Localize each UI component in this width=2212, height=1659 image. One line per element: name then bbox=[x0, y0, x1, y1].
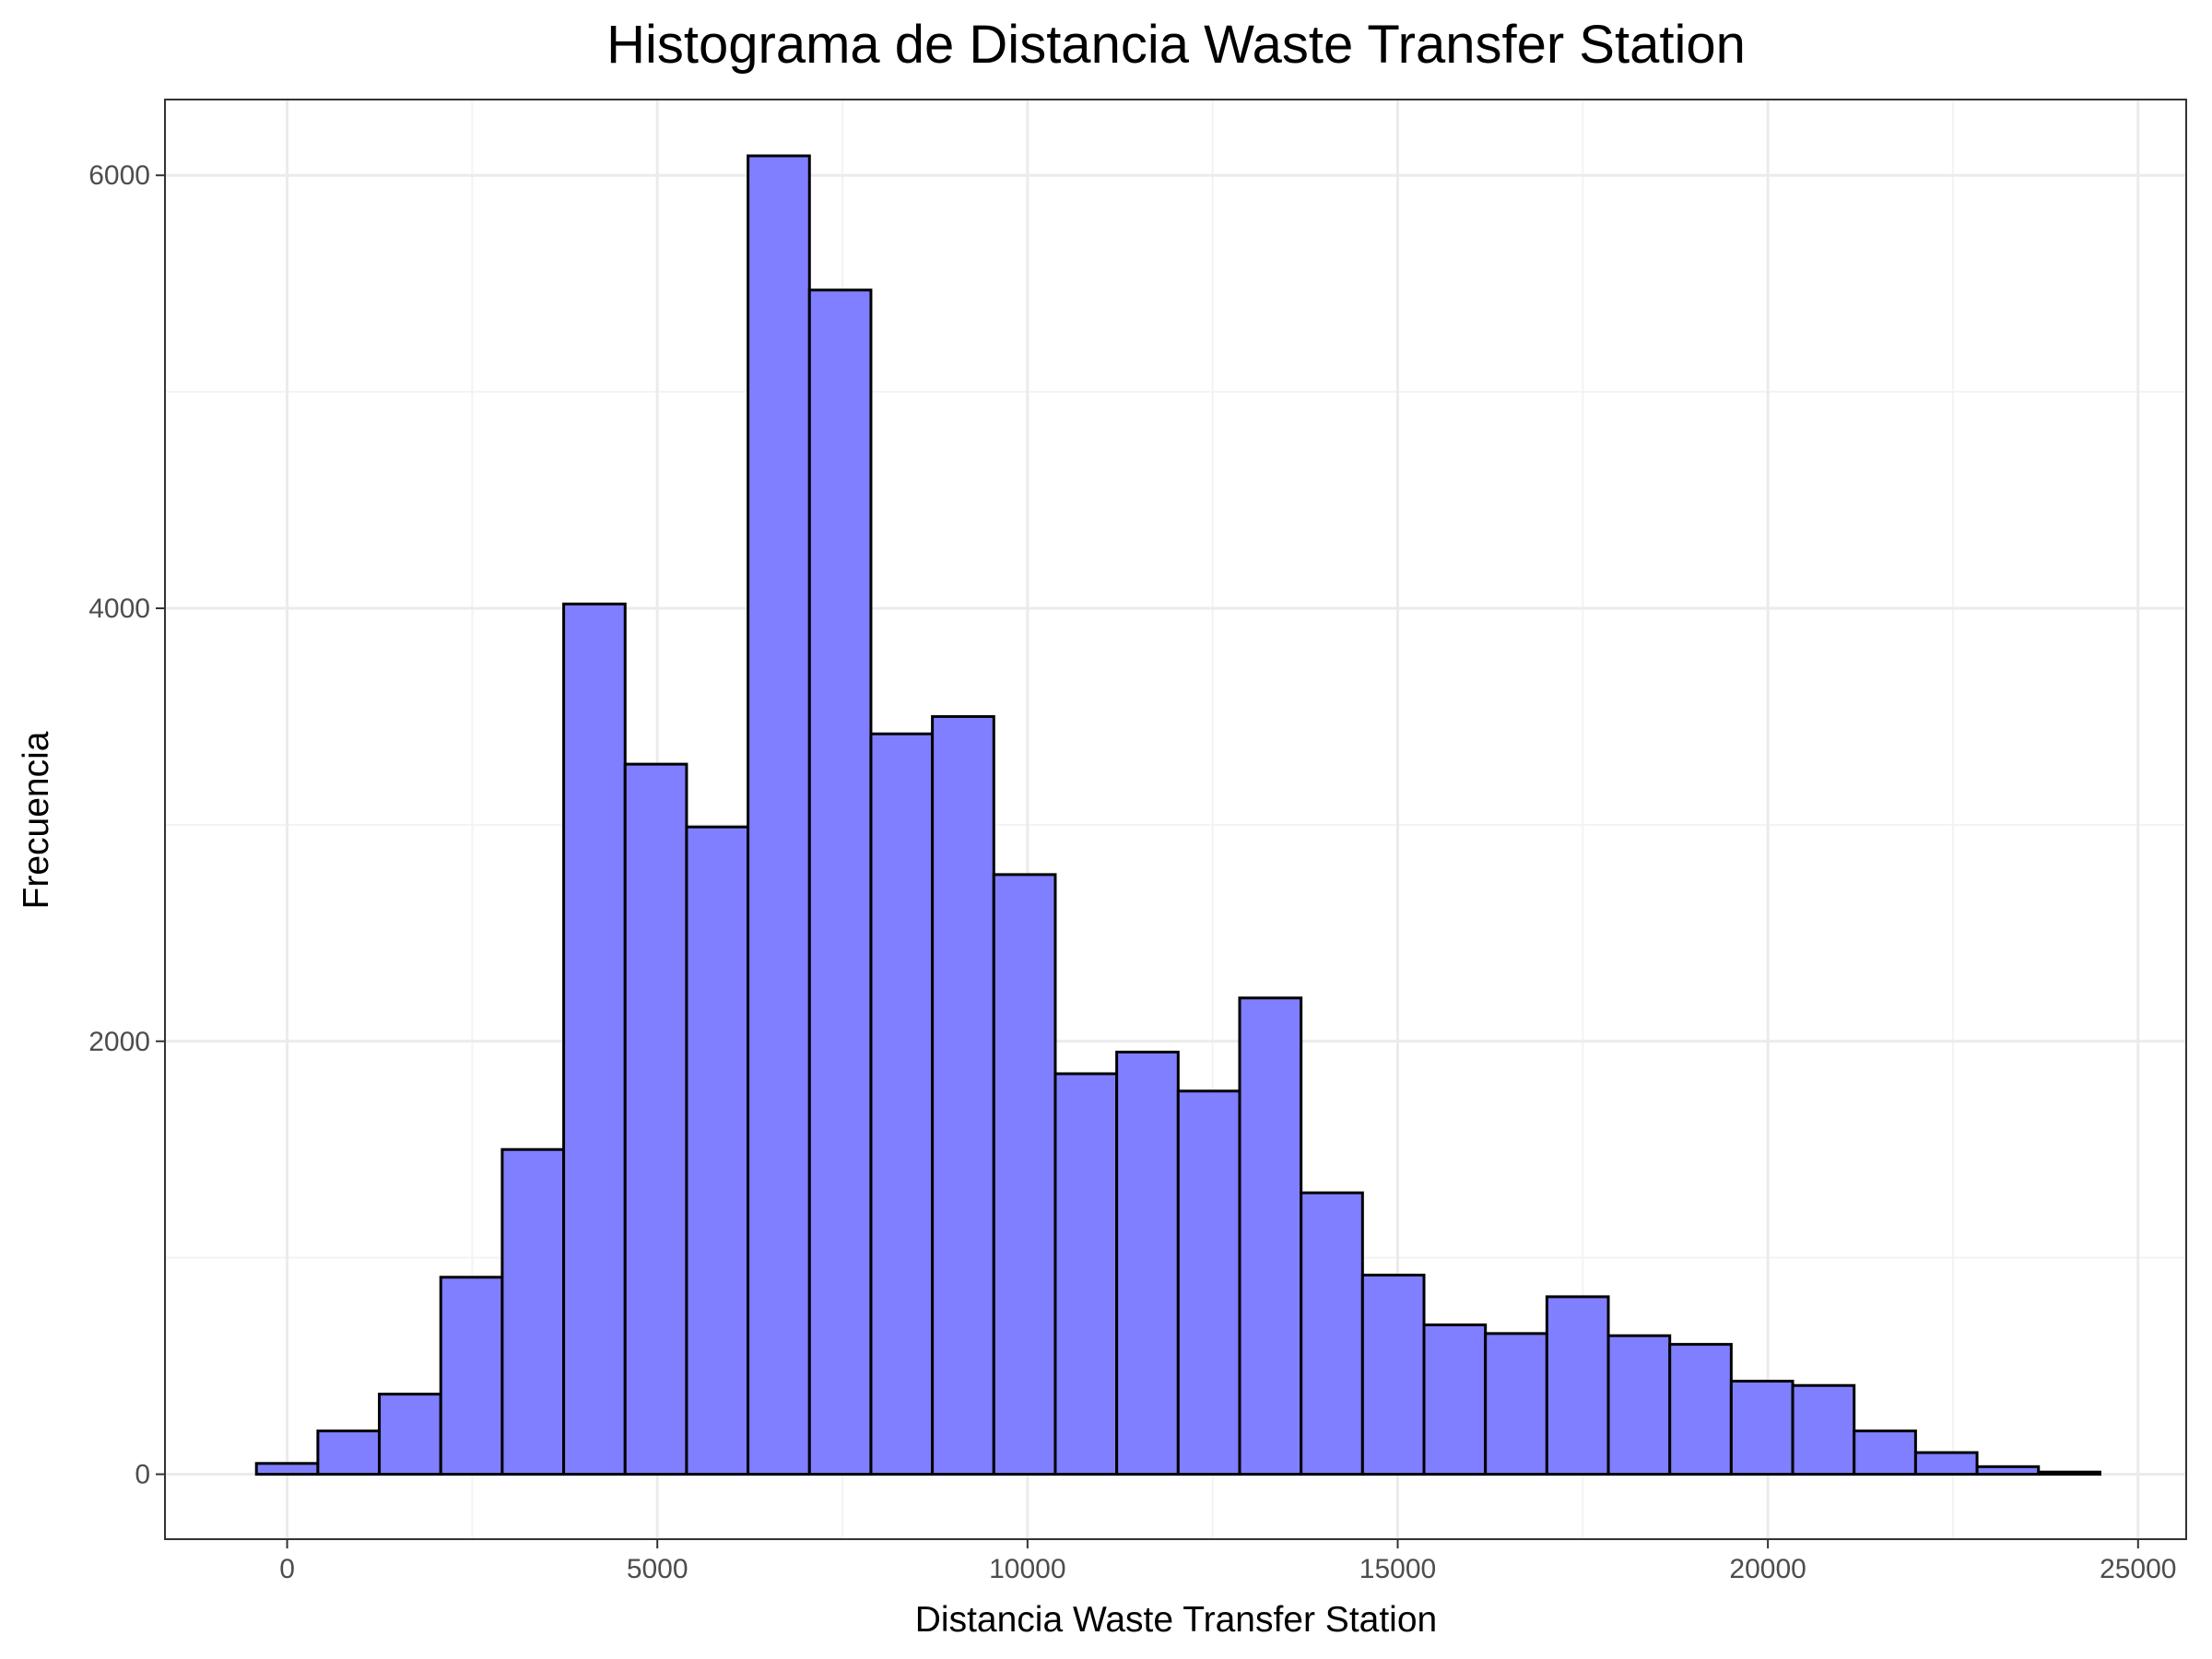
histogram-bar bbox=[1668, 1343, 1733, 1477]
histogram-bar bbox=[1422, 1323, 1488, 1477]
y-axis-title: Frecuencia bbox=[17, 731, 56, 909]
chart-title: Histograma de Distancia Waste Transfer S… bbox=[606, 15, 1746, 75]
y-axis: 0 2000 4000 6000 bbox=[88, 160, 165, 1490]
histogram-bar bbox=[500, 1147, 566, 1477]
x-axis: 0 5000 10000 15000 20000 25000 bbox=[279, 1539, 2177, 1584]
x-tick-label: 5000 bbox=[627, 1554, 688, 1584]
histogram-bar bbox=[562, 602, 627, 1477]
histogram-bar bbox=[685, 825, 750, 1477]
histogram-bar bbox=[316, 1430, 382, 1477]
histogram-bar bbox=[807, 288, 873, 1477]
histogram-bar bbox=[747, 154, 811, 1477]
histogram-bar bbox=[869, 732, 935, 1477]
histogram-bars bbox=[254, 154, 2101, 1477]
x-tick-label: 10000 bbox=[989, 1554, 1065, 1584]
y-tick-label: 2000 bbox=[88, 1027, 150, 1057]
histogram-bar bbox=[1360, 1273, 1426, 1477]
histogram-bar bbox=[1853, 1430, 1917, 1477]
histogram-bar bbox=[1791, 1383, 1856, 1477]
histogram-bar bbox=[2037, 1470, 2101, 1477]
histogram-bar bbox=[1975, 1465, 2041, 1477]
histogram-bar bbox=[439, 1276, 504, 1477]
x-tick-label: 15000 bbox=[1359, 1554, 1436, 1584]
histogram-bar bbox=[1115, 1051, 1180, 1477]
y-tick-label: 4000 bbox=[88, 594, 150, 624]
histogram-bar bbox=[1484, 1332, 1548, 1477]
histogram-bar bbox=[992, 873, 1057, 1477]
x-tick-label: 20000 bbox=[1729, 1554, 1806, 1584]
x-axis-title: Distancia Waste Transfer Station bbox=[915, 1600, 1437, 1640]
panel-border bbox=[164, 99, 2187, 1540]
histogram-bar bbox=[254, 1462, 320, 1477]
histogram-bar bbox=[1300, 1191, 1364, 1477]
histogram-bar bbox=[378, 1393, 442, 1477]
histogram-bar bbox=[1545, 1295, 1610, 1477]
y-tick-label: 0 bbox=[135, 1460, 150, 1490]
histogram-bar bbox=[1176, 1089, 1241, 1477]
histogram-bar bbox=[1053, 1072, 1119, 1477]
histogram-bar bbox=[931, 714, 995, 1477]
x-tick-label: 25000 bbox=[2100, 1554, 2176, 1584]
histogram-bar bbox=[1238, 996, 1303, 1477]
histogram-bar bbox=[623, 762, 688, 1477]
y-tick-label: 6000 bbox=[88, 160, 150, 191]
histogram-bar bbox=[1606, 1334, 1672, 1477]
x-tick-label: 0 bbox=[279, 1554, 295, 1584]
histogram-bar bbox=[1729, 1380, 1794, 1477]
histogram-bar bbox=[1913, 1451, 1979, 1477]
